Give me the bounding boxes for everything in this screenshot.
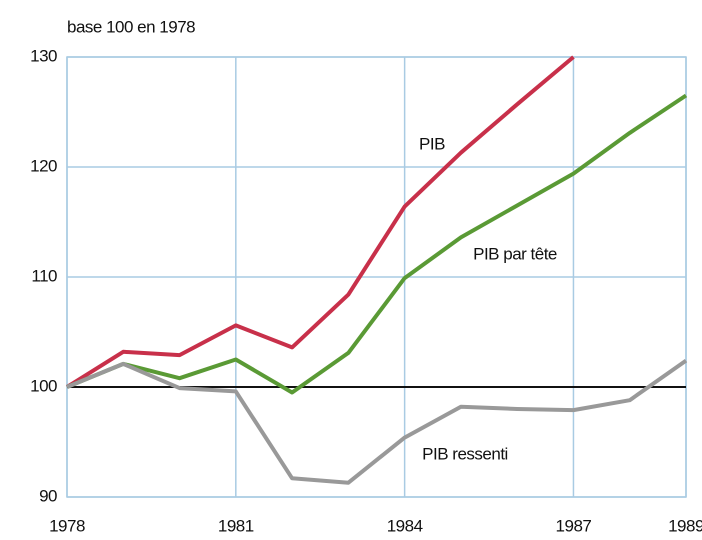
x-tick-label: 1989 bbox=[668, 516, 702, 535]
series-label: PIB par tête bbox=[473, 244, 557, 263]
x-tick-label: 1984 bbox=[387, 516, 423, 535]
x-tick-label: 1987 bbox=[556, 516, 592, 535]
y-axis-label: base 100 en 1978 bbox=[67, 17, 195, 36]
y-tick-label: 90 bbox=[39, 486, 57, 505]
y-tick-label: 120 bbox=[30, 156, 57, 175]
y-tick-label: 110 bbox=[31, 266, 57, 285]
line-series bbox=[66, 93, 688, 395]
y-tick-label: 100 bbox=[30, 376, 57, 395]
series-label: PIB bbox=[419, 134, 445, 153]
y-tick-label: 130 bbox=[30, 46, 57, 65]
line-series bbox=[66, 358, 688, 485]
x-tick-label: 1978 bbox=[49, 516, 85, 535]
line-series bbox=[65, 55, 575, 389]
x-tick-label: 1981 bbox=[218, 516, 254, 535]
series-label: PIB ressenti bbox=[422, 444, 508, 463]
